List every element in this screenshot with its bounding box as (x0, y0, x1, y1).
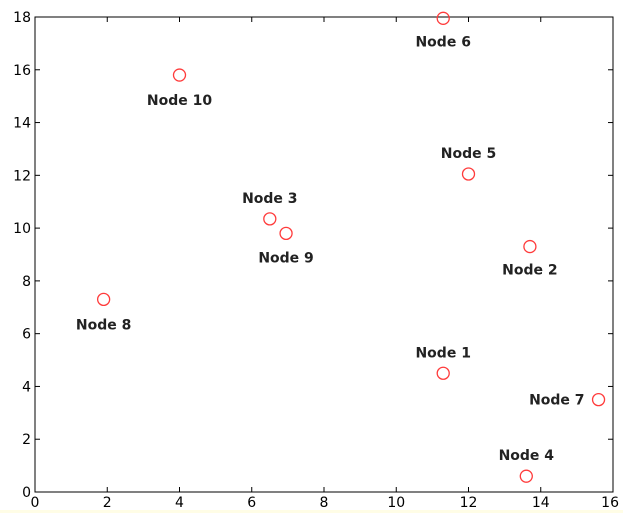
point-label: Node 7 (529, 393, 584, 409)
point-label: Node 8 (76, 317, 131, 333)
data-point (591, 392, 606, 407)
plot-area (34, 16, 614, 493)
data-point (263, 212, 277, 226)
x-tick-label: 16 (601, 495, 619, 511)
y-tick-label: 8 (22, 274, 31, 290)
y-tick-label: 0 (22, 485, 31, 501)
y-tick-label: 12 (13, 168, 31, 184)
y-tick-label: 6 (22, 327, 31, 343)
data-point (96, 292, 111, 307)
y-tick-label: 16 (13, 63, 31, 79)
y-tick-label: 2 (22, 432, 31, 448)
x-tick-label: 2 (103, 495, 112, 511)
point-label: Node 4 (499, 448, 555, 464)
point-label: Node 3 (242, 191, 297, 207)
data-point (436, 366, 450, 380)
x-tick-label: 12 (460, 495, 478, 511)
x-tick-label: 14 (532, 495, 550, 511)
point-label: Node 9 (258, 250, 313, 266)
data-point (279, 226, 293, 241)
point-label: Node 10 (147, 93, 212, 109)
point-label: Node 1 (415, 345, 470, 361)
x-tick-label: 10 (387, 495, 405, 511)
data-point (523, 239, 537, 254)
x-tick-label: 0 (31, 495, 40, 511)
bottom-strip (0, 510, 623, 513)
x-tick-label: 8 (320, 495, 329, 511)
point-label: Node 5 (441, 146, 496, 162)
y-tick-label: 4 (22, 379, 31, 395)
point-label: Node 2 (502, 263, 557, 279)
x-tick-label: 4 (175, 495, 184, 511)
y-tick-label: 18 (13, 10, 31, 26)
y-tick-label: 14 (13, 116, 31, 132)
data-point (172, 68, 187, 82)
data-point (461, 167, 476, 181)
x-tick-label: 6 (247, 495, 256, 511)
data-point (519, 469, 533, 483)
y-tick-label: 10 (13, 221, 31, 237)
data-point (436, 11, 450, 25)
point-label: Node 6 (415, 34, 470, 50)
